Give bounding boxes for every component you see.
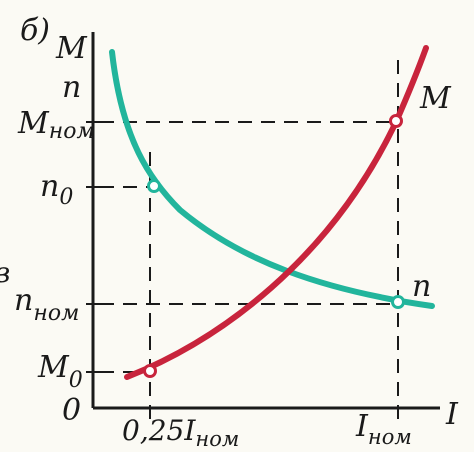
origin-label: 0 xyxy=(62,393,81,428)
torque-curve-label: M xyxy=(419,81,452,116)
dashed-guides xyxy=(100,60,399,420)
speed-curve-label: n xyxy=(412,269,431,304)
label-m-nom: Mном xyxy=(17,106,95,144)
speed-curve xyxy=(109,49,435,309)
label-quarter-current: 0,25Iном xyxy=(122,414,239,451)
label-nominal-current: Iном xyxy=(355,409,412,449)
point-m-nom xyxy=(389,114,403,128)
point-n-nom xyxy=(391,295,405,309)
label-m-0: M0 xyxy=(37,350,83,393)
x-axis-label: I xyxy=(445,397,459,432)
label-n-nom: nном xyxy=(14,283,79,326)
torque-curve xyxy=(124,45,429,380)
y-axis-label-n: n xyxy=(62,70,81,105)
left-edge-char: в xyxy=(0,256,10,289)
panel-label: б) xyxy=(20,13,50,48)
point-m-0 xyxy=(143,364,157,378)
point-n-0 xyxy=(147,179,161,193)
label-n-0: n0 xyxy=(40,169,73,210)
y-axis-label-m: M xyxy=(55,31,88,66)
